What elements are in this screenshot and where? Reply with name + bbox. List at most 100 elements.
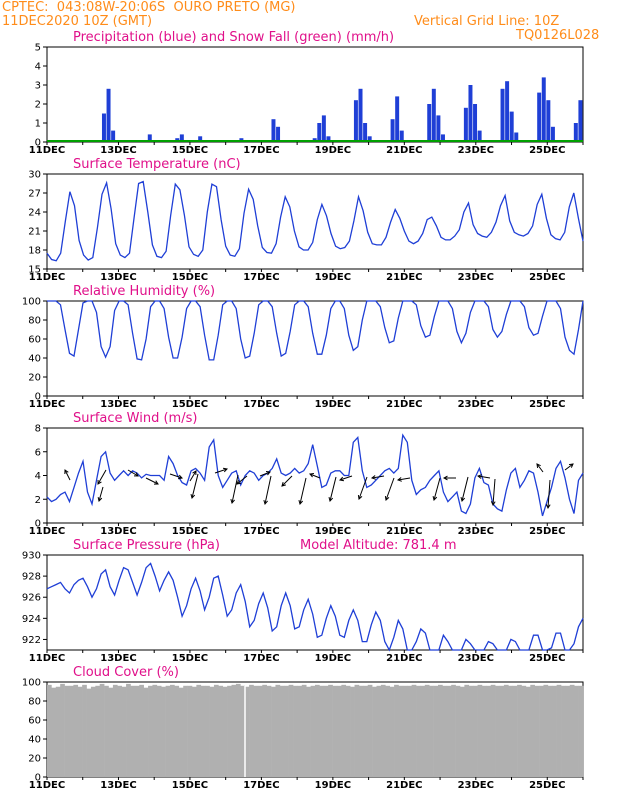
precip-xtick-label: 15DEC: [172, 145, 208, 156]
cloud-ytick-label: 100: [22, 678, 41, 689]
precip-ytick-label: 3: [35, 81, 41, 92]
wind-arrow: [97, 469, 107, 485]
wind-arrow: [236, 475, 248, 485]
cloud-bar: [517, 684, 522, 777]
rh-ytick-label: 100: [22, 297, 41, 308]
wind-arrow: [214, 468, 228, 474]
cloud-bar: [376, 685, 382, 777]
cloud-bar: [187, 685, 193, 777]
precip-bar: [358, 88, 363, 142]
wind-arrow: [169, 473, 183, 479]
wind-xtick-label: 23DEC: [458, 526, 494, 537]
precip-bar: [431, 88, 436, 142]
cloud-bar: [389, 686, 395, 777]
cloud-bar: [512, 685, 518, 777]
cloud-xtick-label: 25DEC: [529, 780, 565, 791]
precip-bar: [395, 96, 400, 142]
wind-arrow: [231, 474, 239, 504]
cloud-bar: [407, 685, 412, 777]
wind-xtick-label: 15DEC: [172, 526, 208, 537]
wind-arrow: [397, 477, 411, 481]
cloud-bar: [358, 685, 364, 777]
cloud-bar: [372, 686, 377, 777]
wind-arrow-head: [442, 475, 448, 481]
precip-xtick-label: 19DEC: [315, 145, 351, 156]
cloud-bar: [266, 685, 272, 777]
cloud-bar: [209, 686, 215, 777]
precip-xtick-label: 23DEC: [458, 145, 494, 156]
cloud-bar: [543, 684, 549, 777]
cloud-bar: [275, 684, 281, 777]
precip-title: Precipitation (blue) and Snow Fall (gree…: [73, 30, 394, 45]
temp-title: Surface Temperature (nC): [73, 157, 241, 172]
cloud-bar: [191, 686, 197, 777]
wind-arrow-head: [97, 479, 102, 485]
wind-arrow-head: [432, 495, 438, 502]
wind-arrow-head: [230, 499, 235, 505]
cloud-bar: [433, 685, 439, 777]
wind-arrow: [189, 470, 197, 482]
wind-arrow-head: [328, 497, 334, 503]
cloud-bar: [86, 688, 92, 777]
pres-xtick-label: 17DEC: [243, 653, 279, 664]
wind-xtick-label: 25DEC: [529, 526, 565, 537]
cloud-bar: [416, 685, 421, 777]
pres-xtick-label: 13DEC: [100, 653, 136, 664]
cloud-bar: [402, 685, 408, 777]
precip-bar: [198, 136, 203, 142]
pres-ytick-label: 924: [22, 614, 41, 625]
wind-arrow: [329, 476, 337, 502]
wind-arrow: [145, 477, 159, 485]
wind-arrow: [127, 469, 139, 477]
precip-ytick-label: 5: [35, 43, 41, 54]
cloud-bar: [222, 686, 228, 777]
cloud-xtick-label: 17DEC: [243, 780, 279, 791]
pres-frame: [46, 554, 584, 651]
cloud-bar: [490, 684, 496, 777]
precip-bar: [473, 104, 478, 142]
rh-xtick-label: 19DEC: [315, 399, 351, 410]
cloud-bar: [306, 686, 311, 777]
wind-arrow: [259, 471, 271, 477]
precip-bar: [477, 130, 482, 142]
cloud-bar: [271, 686, 276, 777]
pres-ytick-label: 926: [22, 593, 41, 604]
wind-arrow-head: [384, 495, 390, 501]
precip-bar: [317, 123, 322, 142]
cloud-bar: [429, 685, 434, 777]
rh-series-line: [47, 300, 584, 361]
cloud-bar: [459, 686, 465, 777]
cloud-bar: [108, 687, 114, 777]
precip-xtick-label: 11DEC: [29, 145, 65, 156]
cloud-bar: [552, 685, 557, 777]
temp-ytick-label: 15: [28, 265, 41, 276]
precip-bar: [321, 115, 326, 142]
cloud-xtick-label: 23DEC: [458, 780, 494, 791]
cloud-bar: [323, 685, 329, 777]
cloud-bar: [156, 685, 162, 777]
precip-bar: [427, 104, 432, 142]
cloud-bar: [297, 685, 303, 777]
cloud-bar: [279, 685, 285, 777]
cloud-bar: [398, 685, 404, 777]
cloud-bar: [284, 685, 289, 777]
cloud-bar: [341, 684, 347, 777]
cloud-bar: [565, 685, 571, 777]
cloud-bar: [301, 684, 307, 777]
header-datetime: 11DEC2020 10Z (GMT): [2, 14, 153, 29]
cloud-bar: [231, 684, 237, 777]
precip-bar: [399, 130, 404, 142]
cloud-bar: [315, 684, 320, 777]
temp-xtick-label: 25DEC: [529, 272, 565, 283]
cloud-bar: [446, 685, 452, 777]
rh-xtick-label: 13DEC: [100, 399, 136, 410]
cloud-bar: [367, 684, 373, 777]
precip-ytick-label: 0: [35, 138, 41, 149]
cloud-xtick-label: 19DEC: [315, 780, 351, 791]
precip-ytick-label: 2: [35, 100, 41, 111]
rh-title: Relative Humidity (%): [73, 284, 215, 299]
temp-ytick-label: 27: [28, 189, 41, 200]
precip-bar: [505, 81, 510, 142]
pres-series-line: [46, 562, 584, 652]
wind-ytick-label: 2: [35, 495, 41, 506]
